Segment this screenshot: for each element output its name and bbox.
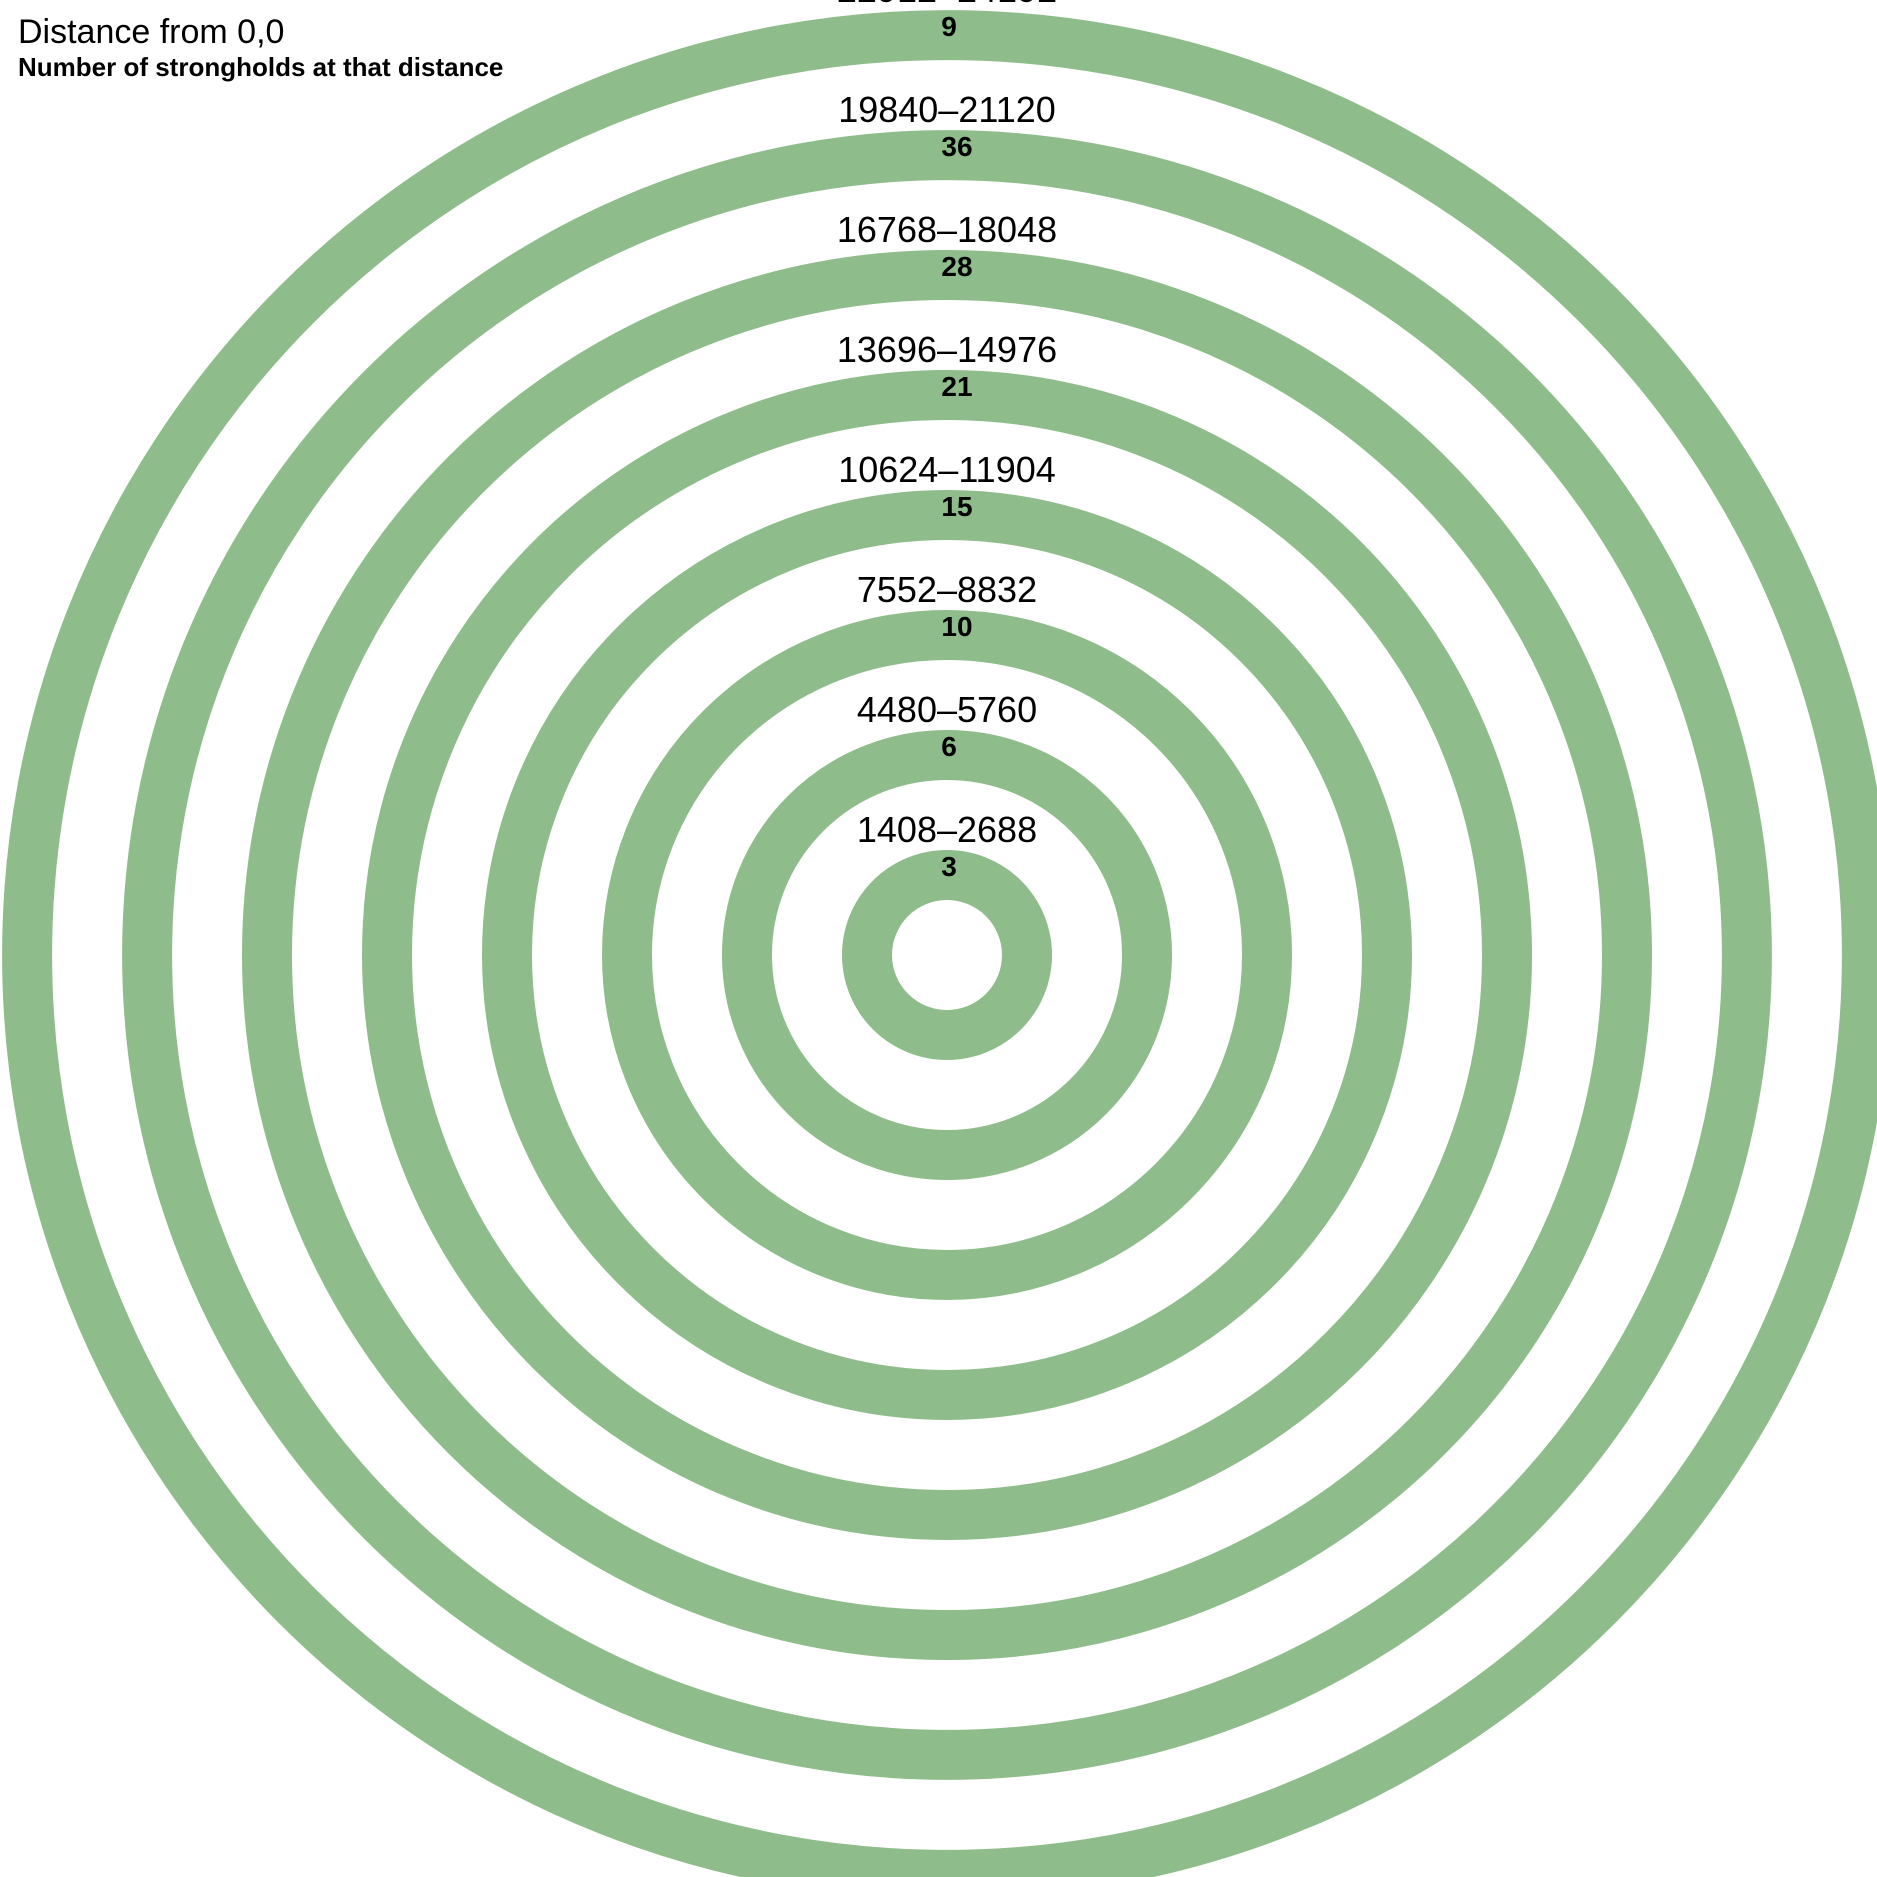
legend: Distance from 0,0 Number of strongholds …	[18, 12, 503, 82]
ring-5	[362, 370, 1532, 1540]
ring-1-range-label: 1408–2688	[857, 809, 1037, 850]
ring-7-count-label: 36	[941, 131, 972, 162]
ring-8-count-label: 9	[941, 11, 957, 42]
rings-layer	[2, 10, 1877, 1877]
ring-8-range-label: 22912–24192	[837, 0, 1057, 10]
ring-5-range-label: 13696–14976	[837, 329, 1057, 370]
ring-4-range-label: 10624–11904	[838, 449, 1056, 490]
ring-6-count-label: 28	[941, 251, 972, 282]
legend-subtitle: Number of strongholds at that distance	[18, 52, 504, 82]
ring-6	[242, 250, 1652, 1660]
ring-4	[482, 490, 1412, 1420]
ring-5-count-label: 21	[941, 371, 972, 402]
ring-1	[842, 850, 1052, 1060]
ring-2-count-label: 6	[941, 731, 957, 762]
ring-1-count-label: 3	[941, 851, 957, 882]
ring-3-count-label: 10	[941, 611, 972, 642]
ring-6-range-label: 16768–18048	[837, 209, 1057, 250]
ring-2	[722, 730, 1172, 1180]
ring-7-range-label: 19840–21120	[838, 89, 1056, 130]
ring-8	[2, 10, 1877, 1877]
ring-4-count-label: 15	[941, 491, 972, 522]
ring-2-range-label: 4480–5760	[857, 689, 1037, 730]
ring-3	[602, 610, 1292, 1300]
ring-3-range-label: 7552–8832	[857, 569, 1037, 610]
ring-7	[122, 130, 1772, 1780]
legend-title: Distance from 0,0	[18, 13, 285, 51]
